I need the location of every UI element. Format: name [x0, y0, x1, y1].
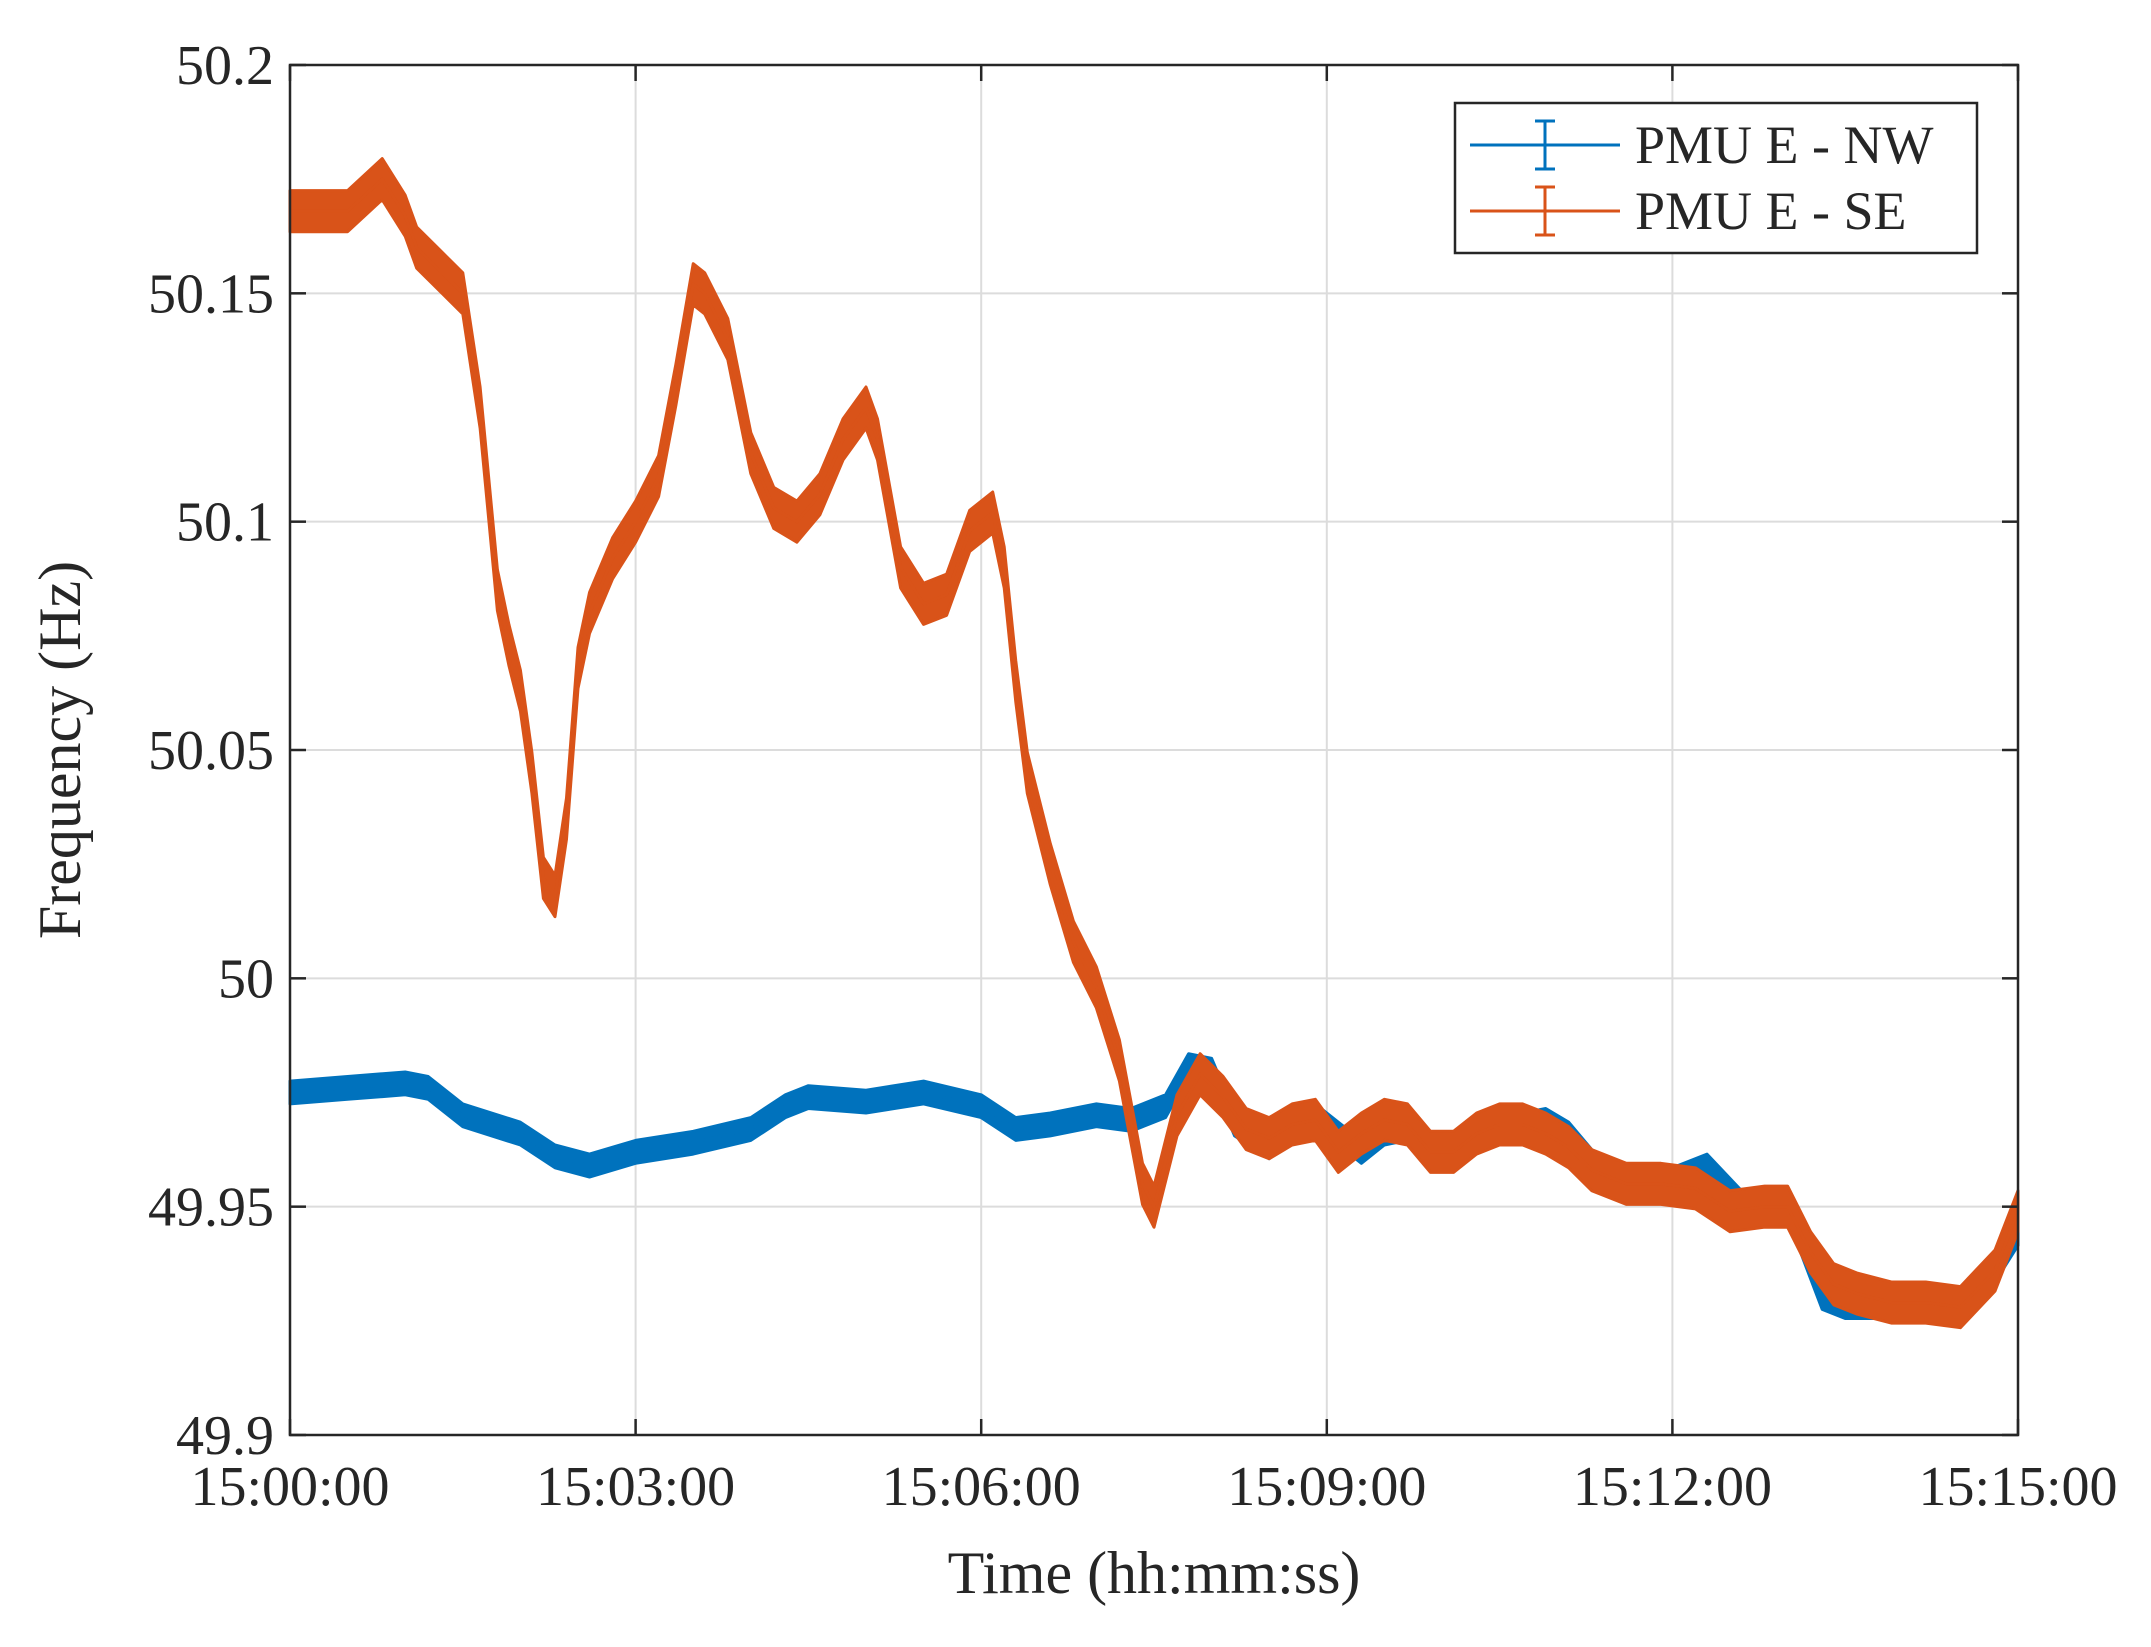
legend-item[interactable]: PMU E - SE — [1470, 181, 1907, 241]
y-tick-label: 50.1 — [176, 492, 274, 554]
x-tick-label: 15:09:00 — [1227, 1456, 1426, 1518]
y-axis-title: Frequency (Hz) — [27, 561, 93, 939]
x-tick-label: 15:03:00 — [536, 1456, 735, 1518]
x-axis-title: Time (hh:mm:ss) — [948, 1540, 1361, 1606]
y-tick-label: 50 — [218, 948, 274, 1010]
y-tick-label: 49.9 — [176, 1405, 274, 1467]
x-tick-label: 15:15:00 — [1918, 1456, 2117, 1518]
axis-ticks — [288, 63, 2020, 1437]
y-tick-label: 50.15 — [148, 263, 274, 325]
y-tick-label: 50.05 — [148, 720, 274, 782]
y-tick-label: 50.2 — [176, 35, 274, 97]
legend-item[interactable]: PMU E - NW — [1470, 115, 1934, 175]
x-tick-label: 15:00:00 — [190, 1456, 389, 1518]
y-tick-labels: 49.9 49.95 50 50.05 50.1 50.15 50.2 — [148, 35, 274, 1467]
legend-label: PMU E - SE — [1635, 181, 1907, 241]
y-tick-label: 49.95 — [148, 1177, 274, 1239]
x-tick-label: 15:06:00 — [882, 1456, 1081, 1518]
x-tick-labels: 15:00:00 15:03:00 15:06:00 15:09:00 15:12:00… — [190, 1456, 2117, 1518]
legend-box — [1453, 101, 1979, 255]
legend-label: PMU E - NW — [1635, 115, 1934, 175]
x-tick-label: 15:12:00 — [1573, 1456, 1772, 1518]
series-line — [290, 177, 2020, 1309]
grid-lines — [290, 65, 2018, 1435]
